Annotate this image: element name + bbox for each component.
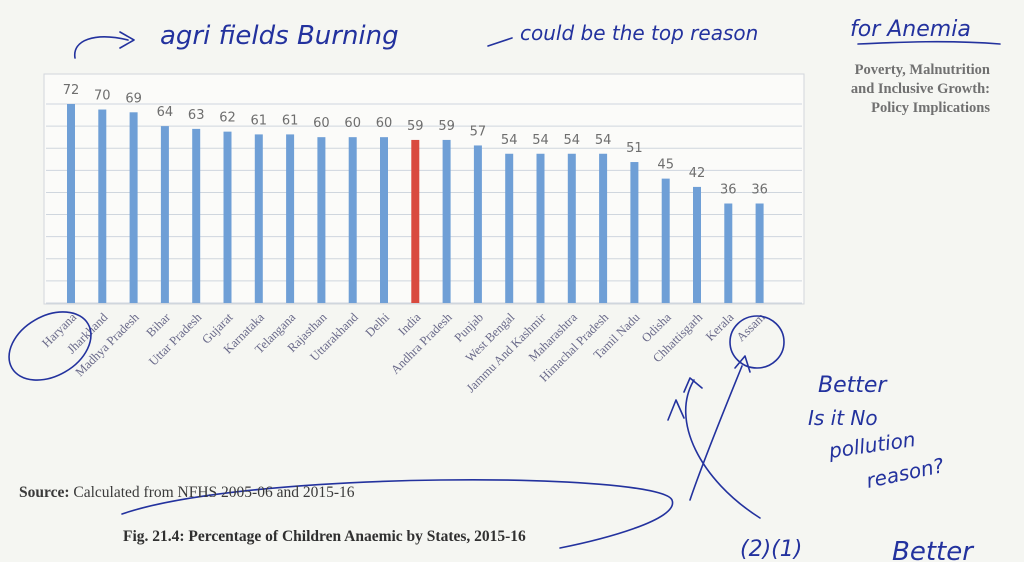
annotation-is-it-no: Is it No: [808, 406, 878, 430]
value-label-west-bengal: 54: [501, 133, 518, 148]
bar-india: [411, 139, 420, 303]
bars: [67, 104, 764, 304]
annotation-dash: [487, 37, 513, 47]
value-label-jammu-and-kashmir: 54: [532, 133, 549, 148]
value-label-himachal-pradesh: 54: [595, 133, 612, 148]
book-header: Poverty, Malnutrition and Inclusive Grow…: [790, 61, 990, 118]
book-header-line-3: Policy Implications: [871, 100, 990, 116]
source-label: Source:: [19, 484, 70, 501]
bar-tamil-nadu: [630, 162, 639, 303]
bar-uttarakhand: [348, 137, 357, 303]
bar-jammu-and-kashmir: [536, 153, 545, 303]
grid-lines: [46, 103, 802, 304]
bar-jharkhand: [98, 109, 107, 304]
annotation-arrow-a: [689, 365, 743, 501]
annotation-better-2: Better: [892, 537, 975, 562]
annotation-arrowhead-b: [683, 377, 703, 393]
annotation-arrowhead-top: [119, 31, 135, 49]
bar-madhya-pradesh: [129, 112, 138, 304]
bar-kerala: [724, 203, 733, 303]
book-header-line-1: Poverty, Malnutrition: [854, 62, 990, 78]
annotation-arrow-b: [684, 379, 761, 519]
bar-assam: [755, 203, 764, 303]
bar-andhra-pradesh: [442, 139, 451, 303]
value-label-tamil-nadu: 51: [626, 141, 643, 156]
bar-rajasthan: [317, 137, 326, 303]
value-label-telangana: 61: [282, 113, 299, 128]
book-header-line-2: and Inclusive Growth:: [850, 81, 990, 97]
figure-caption: Fig. 21.4: Percentage of Children Anaemi…: [123, 528, 526, 545]
annotation-better-1: Better: [818, 373, 888, 398]
value-label-kerala: 36: [720, 183, 737, 198]
bar-delhi: [380, 137, 388, 303]
annotation-for-anemia: for Anemia: [850, 17, 971, 42]
value-label-maharashtra: 54: [564, 133, 581, 148]
value-label-gujarat: 62: [219, 111, 236, 126]
value-label-india: 59: [407, 119, 424, 134]
handwritten-annotations: agri fields Burning could be the top rea…: [8, 17, 1001, 562]
annotation-agri-fields: agri fields Burning: [160, 21, 399, 51]
bar-uttar-pradesh: [192, 128, 201, 303]
annotation-top-reason: could be the top reason: [520, 21, 758, 45]
value-label-chhattisgarh: 42: [689, 166, 706, 181]
category-label-kerala: Kerala: [703, 310, 737, 344]
category-label-india: India: [395, 310, 423, 338]
value-label-andhra-pradesh: 59: [438, 119, 455, 134]
annotation-reason: reason?: [864, 453, 946, 493]
annotation-numbers: (2)(1): [740, 537, 802, 562]
bar-bihar: [160, 126, 169, 303]
annotation-circle-haryana: [8, 311, 92, 381]
bar-karnataka: [254, 134, 263, 303]
annotation-underline-anemia: [857, 40, 1001, 45]
source-text: Calculated from NFHS 2005-06 and 2015-16: [73, 484, 355, 501]
bar-haryana: [67, 104, 75, 303]
annotation-oval-caption: [121, 479, 674, 549]
value-label-karnataka: 61: [251, 113, 268, 128]
value-label-uttar-pradesh: 63: [188, 108, 205, 123]
value-label-delhi: 60: [376, 116, 393, 131]
bar-odisha: [661, 178, 670, 303]
annotation-pollution: pollution: [826, 427, 917, 463]
bar-west-bengal: [505, 153, 514, 303]
category-label-delhi: Delhi: [363, 310, 393, 340]
bar-gujarat: [223, 131, 232, 303]
category-label-assam: Assam: [734, 310, 768, 344]
plot-area: [43, 73, 805, 305]
value-label-rajasthan: 60: [313, 116, 330, 131]
bar-telangana: [286, 134, 295, 303]
annotation-circle-assam: [729, 315, 785, 369]
value-labels: 72 70 69 64 63 62 61 61 60 60 60 59 59 57 54 54 54 54 51 45…: [63, 83, 768, 198]
annotation-arrow-top: [74, 36, 129, 59]
value-label-uttarakhand: 60: [344, 116, 361, 131]
value-label-madhya-pradesh: 69: [125, 91, 142, 106]
bar-himachal-pradesh: [599, 153, 608, 303]
annotation-arrowhead-a: [734, 355, 751, 373]
value-label-jharkhand: 70: [94, 89, 111, 104]
value-label-punjab: 57: [470, 124, 487, 139]
value-label-bihar: 64: [157, 105, 174, 120]
annotation-arrowhead-c: [667, 399, 685, 421]
bar-maharashtra: [567, 153, 576, 303]
bar-chhattisgarh: [693, 186, 701, 303]
bar-punjab: [473, 145, 482, 303]
source-note: Source: Calculated from NFHS 2005-06 and…: [19, 484, 355, 502]
value-label-odisha: 45: [657, 158, 674, 173]
value-label-haryana: 72: [63, 83, 80, 98]
value-label-assam: 36: [751, 183, 768, 198]
